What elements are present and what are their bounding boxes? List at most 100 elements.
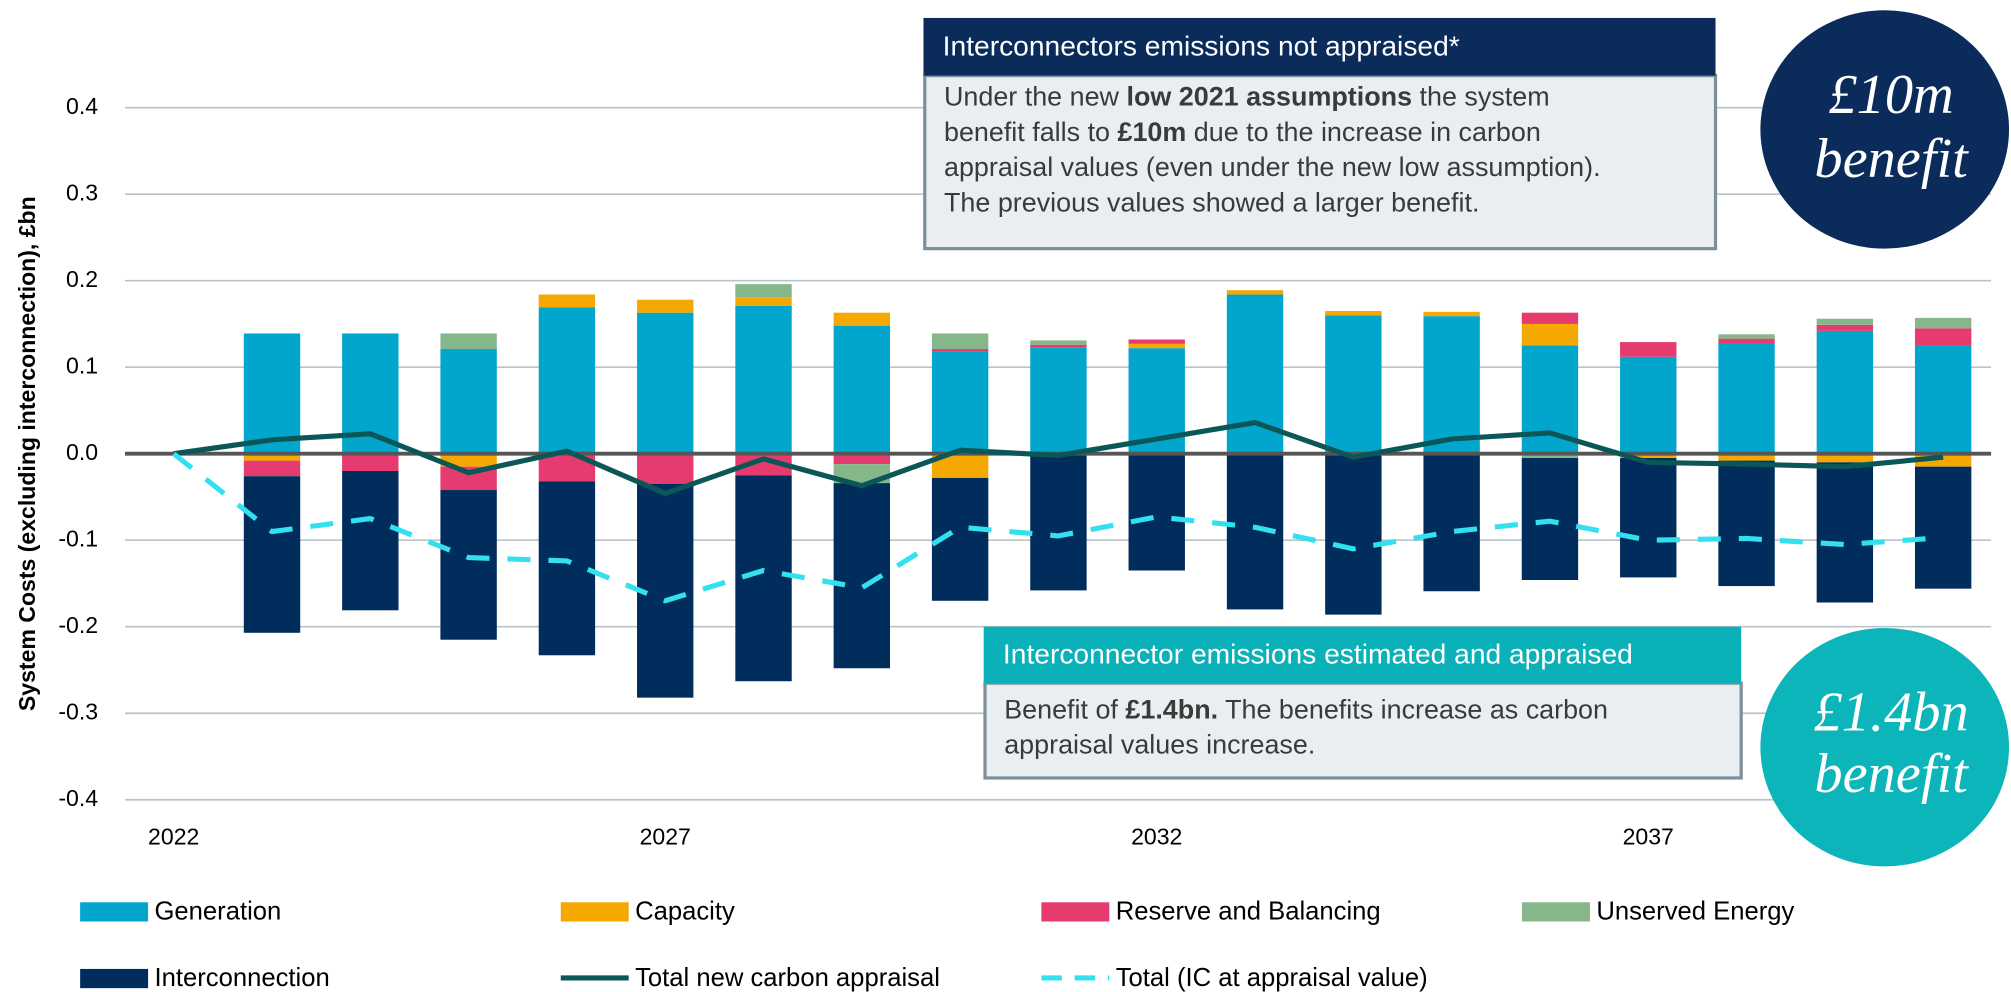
x-tick-label: 2037 (1623, 823, 1674, 849)
legend-label: Reserve and Balancing (1116, 897, 1381, 925)
annotation-text: appraisal values increase. (1004, 730, 1315, 760)
annotation-text: Benefit of £1.4bn. The benefits increase… (1004, 694, 1608, 724)
bar-segment (1718, 338, 1775, 343)
bar-segment (440, 453, 497, 467)
x-tick-label: 2032 (1131, 823, 1182, 849)
annotation-body (923, 74, 1718, 251)
bar-segment (243, 476, 301, 633)
legend-swatch (80, 968, 149, 989)
bar-segment (1423, 316, 1480, 454)
bar-segment (637, 312, 694, 454)
legend-swatch (1522, 902, 1590, 922)
bar-segment (1423, 311, 1480, 317)
bar-segment (735, 453, 792, 476)
bar-segment (1030, 344, 1087, 348)
legend-label: Total (IC at appraisal value) (1116, 964, 1428, 992)
bar-segment (1718, 453, 1775, 461)
bar-segment (1816, 324, 1874, 331)
legend-label: Interconnection (154, 964, 329, 992)
bar-segment (243, 453, 301, 461)
bar-segment (637, 299, 694, 313)
annotation-text-part: Under the new (944, 82, 1126, 112)
annotation-text-part: £10m (1117, 117, 1186, 147)
badge-text: benefit (1814, 128, 1969, 190)
annotation-body (983, 681, 1743, 780)
y-tick-label: 0.3 (66, 179, 98, 205)
bar-segment (1816, 318, 1874, 325)
bar-segment (1914, 345, 1972, 454)
badge-text: £10m (1828, 64, 1953, 126)
bar-segment (931, 351, 989, 454)
legend-label: Generation (154, 897, 281, 925)
legend-label: Unserved Energy (1596, 897, 1794, 925)
y-tick-label: 0.1 (66, 352, 98, 378)
annotation-text-part: due to the increase in carbon (1186, 117, 1541, 147)
legend-label: Capacity (635, 897, 735, 925)
annotation-title: Interconnector emissions estimated and a… (1003, 638, 1633, 670)
annotation-text-part: £1.4bn. (1125, 694, 1218, 724)
legend-label: Total new carbon appraisal (635, 964, 940, 992)
y-tick-label: -0.2 (58, 612, 98, 638)
bar-segment (735, 305, 792, 454)
bar-segment (243, 333, 301, 454)
y-tick-label: 0.4 (66, 93, 98, 119)
dashed-line (172, 451, 1944, 604)
bar-segment (637, 453, 694, 484)
bar-segment (1030, 453, 1087, 591)
badge-text: benefit (1814, 743, 1969, 805)
bar-segment (1914, 466, 1972, 589)
bar-segment (1128, 339, 1185, 344)
bar-segment (1325, 453, 1382, 615)
annotation-text-part: The previous values showed a larger bene… (944, 188, 1479, 218)
annotation-title: Interconnectors emissions not appraised* (943, 30, 1460, 62)
bar-segment (440, 349, 497, 454)
bar-segment (1620, 453, 1677, 459)
bar-segment (1128, 453, 1185, 571)
bar-segment (1521, 323, 1579, 346)
bar-segment (1030, 340, 1087, 345)
annotation-header (923, 17, 1716, 76)
annotation-text-part: The benefits increase as carbon (1218, 694, 1608, 724)
bar-segment (735, 297, 792, 306)
bar-segment (1914, 317, 1972, 329)
annotation-text: benefit falls to £10m due to the increas… (944, 117, 1541, 147)
annotation-text-part: Benefit of (1004, 694, 1125, 724)
bar-segment (1030, 347, 1087, 454)
legend-swatch (560, 902, 629, 922)
annotation-text-part: benefit falls to (944, 117, 1118, 147)
x-tick-label: 2027 (640, 823, 691, 849)
bar-segment (342, 471, 399, 611)
bar-segment (1816, 462, 1874, 603)
bar-segment (931, 349, 989, 352)
legend-swatch (80, 902, 149, 922)
bar-segment (1521, 312, 1579, 324)
bar-segment (1423, 453, 1480, 592)
bar-segment (1325, 315, 1382, 454)
bar-segment (440, 333, 497, 350)
badge (1760, 10, 2010, 249)
bar-segment (1620, 356, 1677, 454)
y-tick-label: -0.4 (58, 785, 98, 811)
bar-segment (833, 312, 891, 326)
bar-segment (735, 284, 792, 298)
annotation-text-part: appraisal values increase. (1004, 730, 1315, 760)
bar-segment (440, 466, 497, 491)
bar-segment (1620, 458, 1677, 578)
bar-segment (1718, 460, 1775, 587)
bar-segment (1718, 334, 1775, 339)
y-tick-label: -0.3 (58, 698, 98, 724)
bar-segment (833, 453, 891, 465)
bar-segment (440, 490, 497, 640)
x-tick-label: 2022 (148, 823, 199, 849)
annotation-text-part: low 2021 assumptions (1126, 82, 1412, 112)
y-tick-label: 0.0 (66, 439, 98, 465)
bar-segment (243, 460, 301, 477)
bar-segment (931, 333, 989, 350)
bar-segment (833, 325, 891, 454)
badge (1760, 628, 2010, 867)
bar-segment (538, 307, 596, 454)
bar-segment (1521, 453, 1579, 459)
line (173, 419, 1944, 497)
bar-segment (1914, 328, 1972, 346)
